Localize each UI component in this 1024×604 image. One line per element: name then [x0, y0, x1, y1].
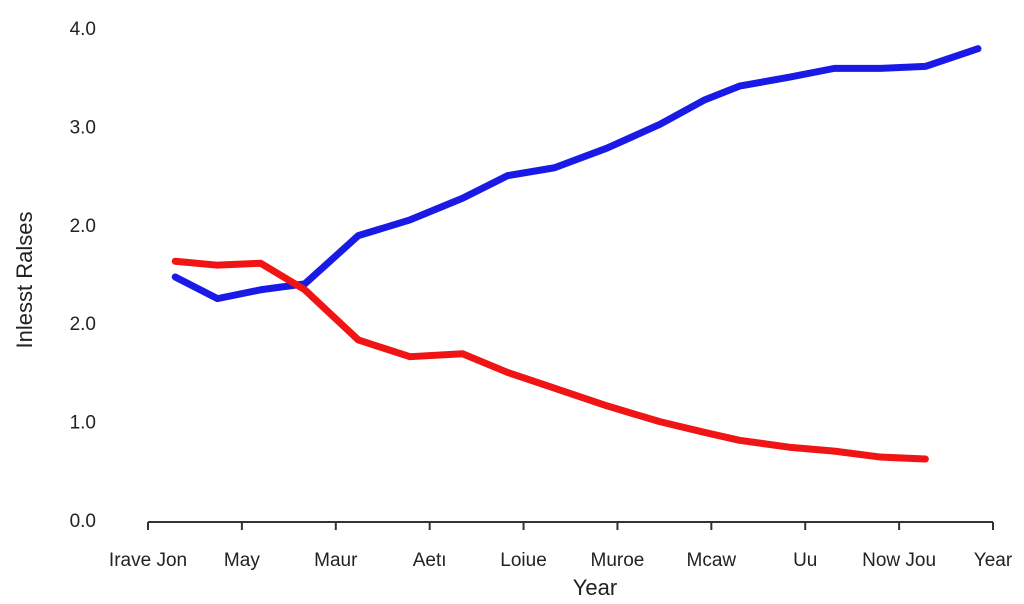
- y-tick-label: 2.0: [70, 314, 96, 335]
- y-tick-label: 0.0: [70, 511, 96, 532]
- x-tick-label: Now Jou: [862, 550, 936, 571]
- x-tick-label: Maur: [314, 550, 358, 571]
- y-tick-label: 4.0: [70, 19, 96, 40]
- x-tick-label: Aetı: [413, 550, 447, 571]
- y-tick-label: 1.0: [70, 413, 96, 434]
- line-series: [171, 257, 929, 463]
- line-series: [171, 45, 982, 303]
- y-tick-label: 2.0: [70, 216, 96, 237]
- x-tick-label: Mcaw: [687, 550, 737, 571]
- x-tick-label: May: [224, 550, 260, 571]
- x-tick-label: Uu: [793, 550, 817, 571]
- x-tick-label: Muroe: [591, 550, 645, 571]
- x-axis-label: Year: [573, 575, 617, 600]
- y-axis-label: Inlesst Ralses: [12, 212, 37, 349]
- x-tick-label: Irave Jon: [109, 550, 187, 571]
- y-tick-label: 3.0: [70, 117, 96, 138]
- x-tick-label: Year: [974, 550, 1013, 571]
- x-tick-label: Loiue: [500, 550, 547, 571]
